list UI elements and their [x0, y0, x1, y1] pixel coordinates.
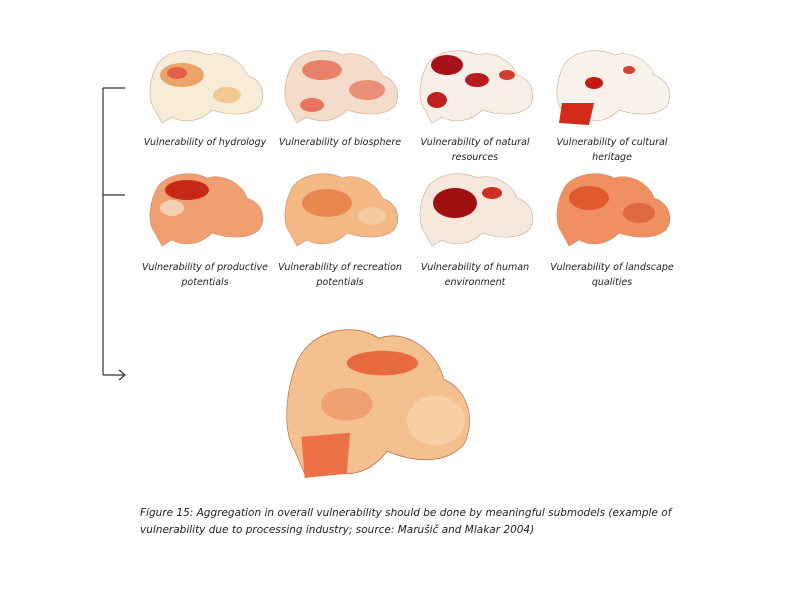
figure-caption: Figure 15: Aggregation in overall vulner…	[140, 507, 672, 536]
map-overall-vulnerability	[285, 328, 471, 479]
map-landscape-qualities	[556, 173, 671, 247]
map-productive-potentials	[149, 173, 264, 247]
map-human-environment	[419, 173, 534, 247]
map-hydrology	[149, 50, 264, 124]
panel-label: Vulnerability of productive potentials	[142, 262, 268, 288]
panel-label: Vulnerability of hydrology	[143, 137, 267, 148]
bracket	[102, 87, 126, 381]
panel-label: Vulnerability of biosphere	[278, 137, 402, 148]
panel-label: Vulnerability of cultural heritage	[556, 137, 668, 163]
map-recreation-potentials	[284, 173, 399, 247]
panel-label: Vulnerability of human environment	[420, 262, 530, 288]
panel-label: Vulnerability of landscape qualities	[550, 262, 674, 288]
map-cultural-heritage	[556, 50, 671, 125]
panel-label: Vulnerability of recreation potentials	[278, 262, 402, 288]
map-natural-resources	[419, 50, 534, 124]
map-biosphere	[284, 50, 399, 124]
panel-label: Vulnerability of natural resources	[420, 137, 530, 163]
